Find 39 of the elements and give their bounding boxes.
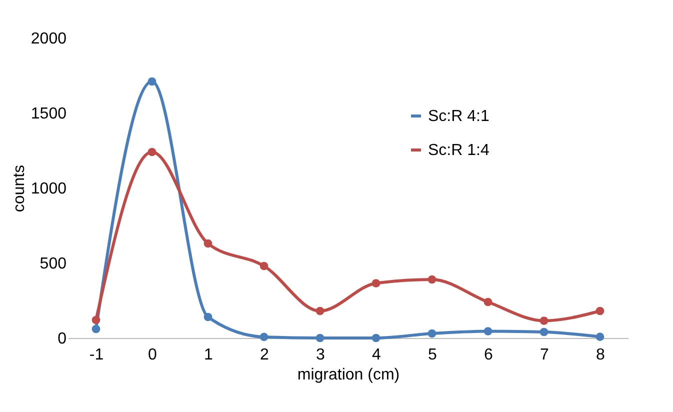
point	[596, 306, 604, 316]
x-tick-label: 8	[596, 346, 606, 364]
point	[260, 332, 268, 342]
point	[540, 316, 548, 325]
point	[316, 334, 324, 342]
point	[372, 279, 380, 288]
x-tick-label: 5	[428, 346, 438, 364]
point	[92, 324, 100, 334]
x-tick-label: 7	[540, 346, 550, 364]
y-tick-label: 0	[58, 330, 67, 348]
x-axis-title: migration (cm)	[297, 366, 400, 384]
y-tick-label: 1000	[30, 180, 67, 198]
point	[204, 239, 212, 248]
x-tick-label: 0	[148, 346, 158, 364]
point	[148, 77, 156, 86]
point	[596, 332, 604, 341]
point	[372, 334, 380, 342]
y-tick-label: 2000	[30, 30, 67, 48]
x-tick-label: 3	[316, 346, 326, 364]
point	[92, 316, 100, 324]
x-tick-label: 2	[260, 346, 270, 364]
point	[316, 306, 324, 316]
y-tick-label: 500	[40, 256, 67, 272]
x-tick-label: 4	[372, 346, 382, 364]
point	[484, 327, 492, 336]
x-tick-label: 1	[204, 346, 214, 364]
point	[204, 312, 212, 322]
point	[428, 275, 436, 284]
y-tick-label: 1500	[30, 106, 67, 122]
point	[148, 148, 156, 156]
point	[484, 298, 492, 306]
point	[428, 329, 436, 338]
x-tick-label: -1	[89, 346, 104, 364]
legend-label: Sc:R 4:1	[428, 108, 490, 125]
x-tick-label: 6	[484, 346, 494, 364]
legend-label: Sc:R 1:4	[428, 142, 490, 159]
point	[540, 328, 548, 336]
y-axis-title: counts	[10, 164, 28, 212]
point	[260, 262, 268, 270]
